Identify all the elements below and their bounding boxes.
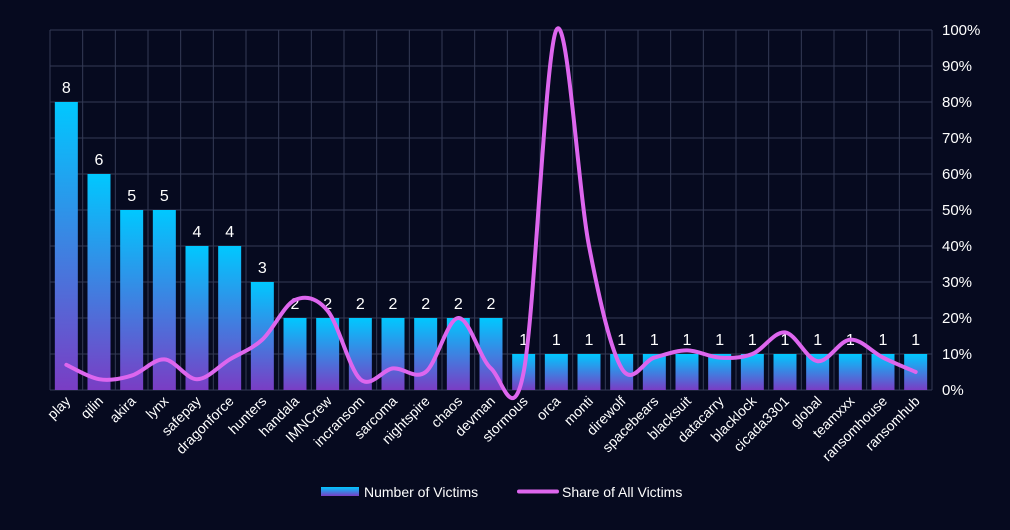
bar-value-label: 1 [585, 332, 594, 349]
bar-value-label: 1 [911, 332, 920, 349]
share-line [64, 26, 918, 401]
bar-blacklock [740, 354, 764, 390]
right-axis-tick-label: 80% [942, 94, 972, 111]
bar-value-label: 1 [879, 332, 888, 349]
bar-value-label: 1 [519, 332, 528, 349]
bar-value-label: 2 [323, 296, 332, 313]
bar-akira [120, 210, 144, 390]
bar-chaos [446, 318, 470, 390]
bar-orca [544, 354, 568, 390]
bar-value-label: 2 [291, 296, 300, 313]
bar-blacksuit [675, 354, 699, 390]
bar-teamxxx [838, 354, 862, 390]
bar-value-label: 1 [617, 332, 626, 349]
line-group [64, 26, 918, 401]
bar-hunters [250, 282, 274, 390]
legend: Number of Victims Share of All Victims [321, 484, 682, 500]
bar-value-label: 5 [127, 188, 136, 205]
right-axis-tick-label: 20% [942, 310, 972, 327]
right-axis-tick-label: 50% [942, 202, 972, 219]
bar-value-label: 8 [62, 80, 71, 97]
legend-label-share: Share of All Victims [562, 484, 682, 500]
bar-value-label: 1 [683, 332, 692, 349]
bar-value-label: 2 [454, 296, 463, 313]
bar-value-label: 1 [813, 332, 822, 349]
bar-IMNCrew [316, 318, 340, 390]
bar-value-label: 1 [552, 332, 561, 349]
bar-value-label: 3 [258, 260, 267, 277]
right-axis: 0% 10% 20% 30% 40% 50% 60% 70% 80% 90% 100% [942, 22, 980, 399]
bar-nightspire [414, 318, 438, 390]
category-label: qilin [77, 393, 106, 422]
bar-sarcoma [381, 318, 405, 390]
right-axis-tick-label: 90% [942, 58, 972, 75]
bar-dragonforce [218, 246, 242, 390]
bar-handala [283, 318, 307, 390]
bar-devman [479, 318, 503, 390]
legend-label-victims: Number of Victims [364, 484, 478, 500]
right-axis-tick-label: 40% [942, 238, 972, 255]
right-axis-tick-label: 10% [942, 346, 972, 363]
legend-swatch-victims [321, 487, 359, 496]
bar-lynx [152, 210, 176, 390]
bar-value-label: 2 [487, 296, 496, 313]
bar-ransomhouse [871, 354, 895, 390]
category-label: akira [106, 393, 139, 426]
bar-global [806, 354, 830, 390]
bar-value-label: 5 [160, 188, 169, 205]
bar-value-label: 2 [421, 296, 430, 313]
right-axis-tick-label: 100% [942, 22, 980, 39]
category-label: orca [533, 393, 564, 424]
right-axis-tick-label: 0% [942, 382, 964, 399]
bar-value-label: 1 [781, 332, 790, 349]
bar-value-label: 4 [193, 224, 202, 241]
bar-value-label: 4 [225, 224, 234, 241]
bar-value-label: 2 [356, 296, 365, 313]
grid-lines [49, 29, 933, 391]
bar-value-label: 1 [715, 332, 724, 349]
bar-cicada3301 [773, 354, 797, 390]
category-labels-group: play qilin akira lynxsafepaydragonforcehunt… [44, 392, 923, 464]
bar-value-label: 1 [748, 332, 757, 349]
bar-value-label: 6 [95, 152, 104, 169]
bar-value-label: 2 [389, 296, 398, 313]
bar-safepay [185, 246, 209, 390]
bar-play [54, 102, 78, 390]
right-axis-tick-label: 60% [942, 166, 972, 183]
right-axis-tick-label: 70% [942, 130, 972, 147]
bar-value-label: 1 [650, 332, 659, 349]
bar-qilin [87, 174, 111, 390]
bar-datacarry [708, 354, 732, 390]
bars-group [54, 102, 928, 390]
category-label: play [44, 393, 73, 422]
bar-monti [577, 354, 601, 390]
right-axis-tick-label: 30% [942, 274, 972, 291]
